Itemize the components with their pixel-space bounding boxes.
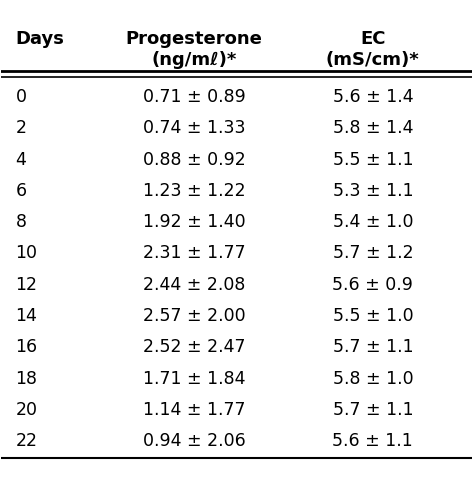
Text: 0.74 ± 1.33: 0.74 ± 1.33 (143, 119, 245, 137)
Text: 5.6 ± 1.4: 5.6 ± 1.4 (333, 88, 413, 106)
Text: 5.7 ± 1.1: 5.7 ± 1.1 (333, 401, 413, 419)
Text: 2.52 ± 2.47: 2.52 ± 2.47 (143, 338, 245, 356)
Text: 5.6 ± 1.1: 5.6 ± 1.1 (333, 432, 413, 450)
Text: 5.6 ± 0.9: 5.6 ± 0.9 (333, 276, 413, 294)
Text: 5.3 ± 1.1: 5.3 ± 1.1 (333, 182, 413, 200)
Text: 5.8 ± 1.0: 5.8 ± 1.0 (333, 369, 413, 388)
Text: 10: 10 (16, 244, 37, 262)
Text: 8: 8 (16, 213, 26, 231)
Text: 12: 12 (16, 276, 37, 294)
Text: 0.71 ± 0.89: 0.71 ± 0.89 (143, 88, 245, 106)
Text: Progesterone
(ng/mℓ)*: Progesterone (ng/mℓ)* (126, 30, 263, 69)
Text: 6: 6 (16, 182, 26, 200)
Text: 5.5 ± 1.0: 5.5 ± 1.0 (333, 307, 413, 325)
Text: 20: 20 (16, 401, 37, 419)
Text: 18: 18 (16, 369, 37, 388)
Text: 5.7 ± 1.1: 5.7 ± 1.1 (333, 338, 413, 356)
Text: 5.5 ± 1.1: 5.5 ± 1.1 (333, 151, 413, 168)
Text: 4: 4 (16, 151, 26, 168)
Text: 14: 14 (16, 307, 37, 325)
Text: 0.88 ± 0.92: 0.88 ± 0.92 (143, 151, 245, 168)
Text: 16: 16 (16, 338, 38, 356)
Text: 1.14 ± 1.77: 1.14 ± 1.77 (143, 401, 245, 419)
Text: 5.7 ± 1.2: 5.7 ± 1.2 (333, 244, 413, 262)
Text: 5.8 ± 1.4: 5.8 ± 1.4 (333, 119, 413, 137)
Text: 2.57 ± 2.00: 2.57 ± 2.00 (143, 307, 245, 325)
Text: EC
(mS/cm)*: EC (mS/cm)* (326, 30, 420, 69)
Text: 22: 22 (16, 432, 37, 450)
Text: 0.94 ± 2.06: 0.94 ± 2.06 (143, 432, 245, 450)
Text: Days: Days (16, 30, 64, 48)
Text: 2: 2 (16, 119, 26, 137)
Text: 1.23 ± 1.22: 1.23 ± 1.22 (143, 182, 245, 200)
Text: 1.71 ± 1.84: 1.71 ± 1.84 (143, 369, 245, 388)
Text: 0: 0 (16, 88, 26, 106)
Text: 5.4 ± 1.0: 5.4 ± 1.0 (333, 213, 413, 231)
Text: 1.92 ± 1.40: 1.92 ± 1.40 (143, 213, 245, 231)
Text: 2.44 ± 2.08: 2.44 ± 2.08 (143, 276, 245, 294)
Text: 2.31 ± 1.77: 2.31 ± 1.77 (143, 244, 245, 262)
